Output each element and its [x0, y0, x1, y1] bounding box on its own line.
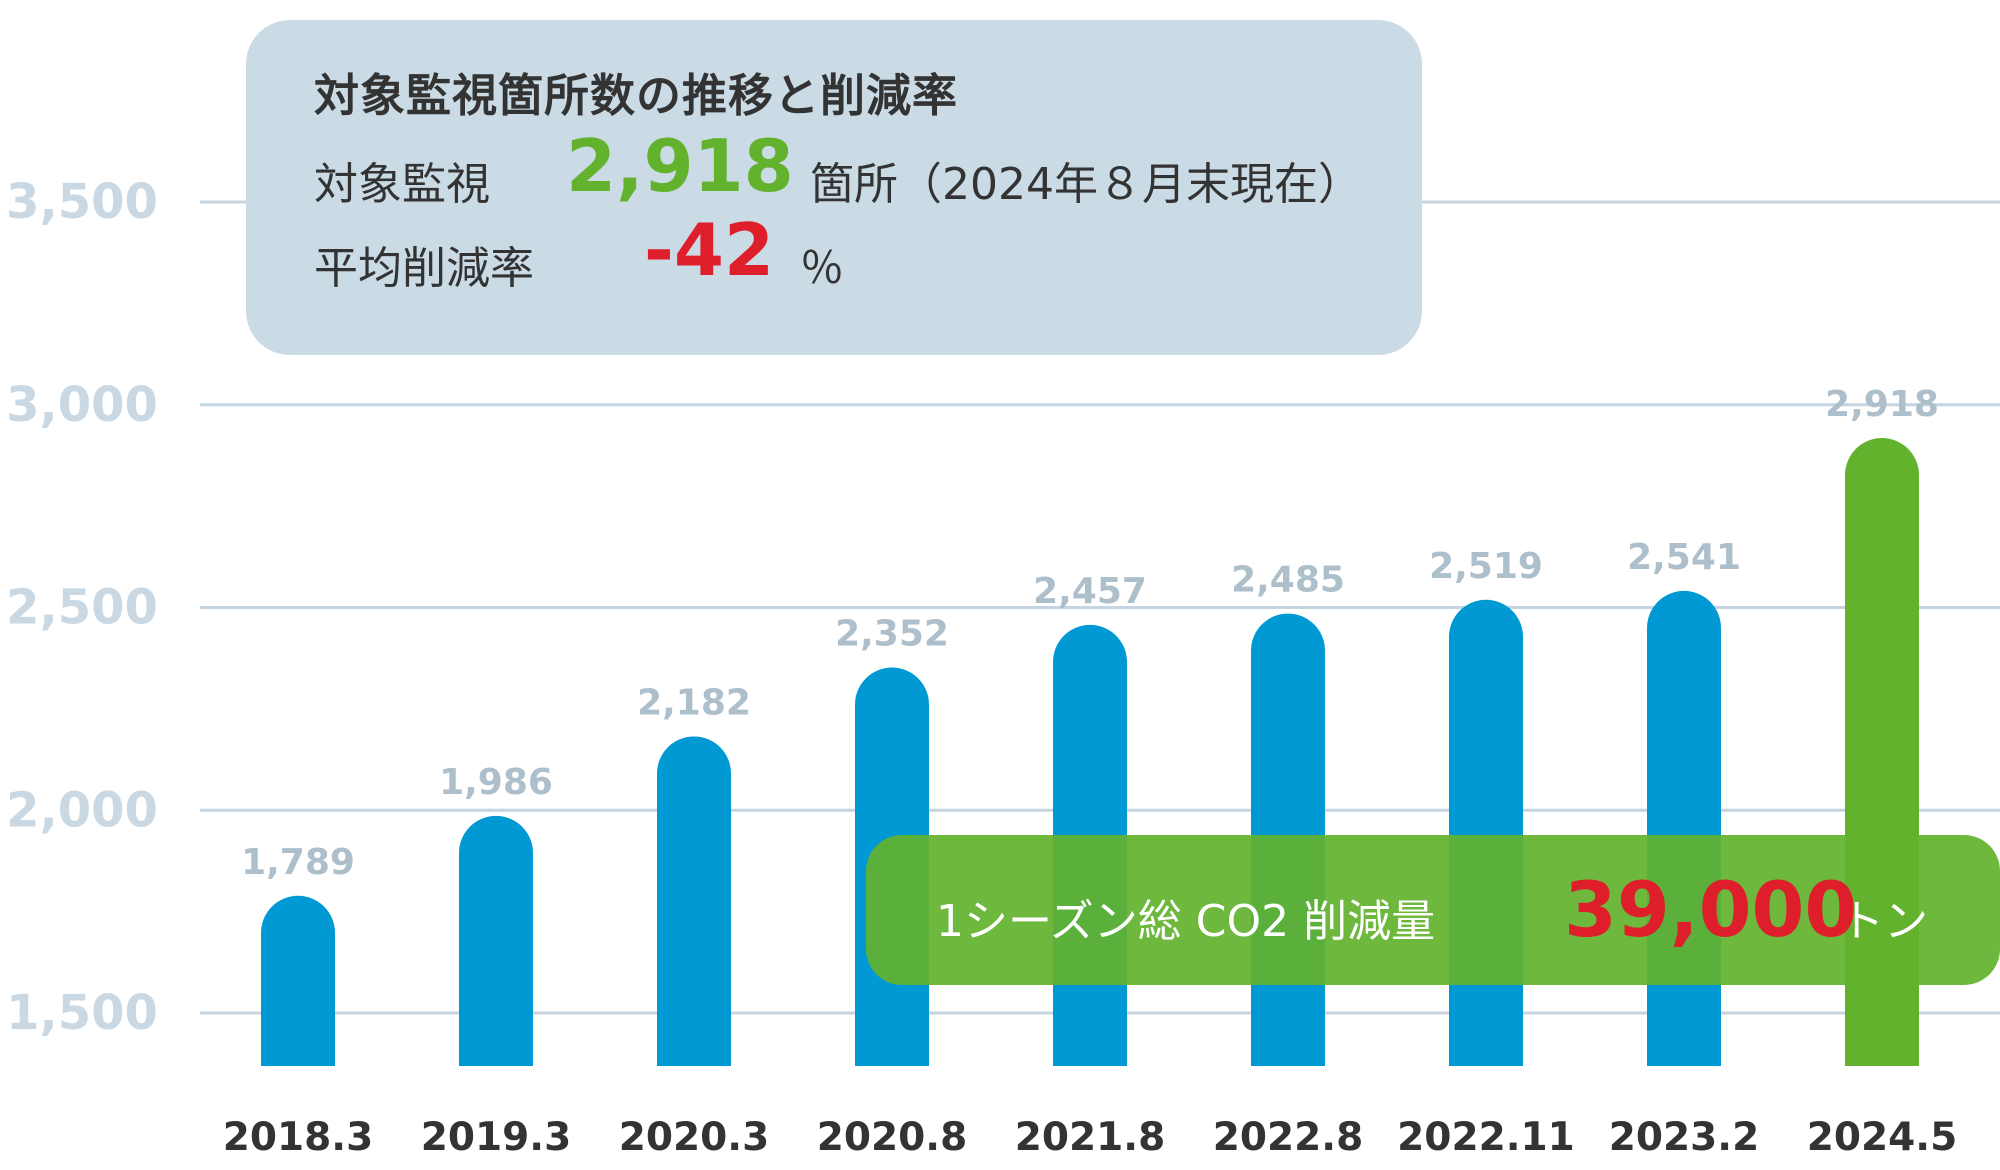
y-tick-label: 2,500	[6, 580, 158, 636]
value-labels: 1,789 1,986 2,182 2,352 2,457 2,485 2,519 2,541…	[241, 384, 1939, 883]
bar-2023.2	[1647, 590, 1721, 1066]
bar-2018.3	[261, 895, 335, 1066]
monitor-unit: 箇所（2024年８月末現在）	[810, 159, 1362, 210]
y-tick-label: 1,500	[6, 985, 158, 1041]
x-tick-label: 2023.2	[1609, 1115, 1760, 1160]
value-label: 2,352	[835, 614, 949, 655]
y-tick-label: 3,500	[6, 174, 158, 230]
value-label: 1,986	[439, 762, 553, 803]
value-label: 2,182	[637, 682, 751, 723]
bar-2020.3	[657, 736, 732, 1066]
y-tick-label: 3,000	[6, 377, 158, 433]
x-tick-label: 2022.11	[1397, 1115, 1575, 1160]
monitor-label: 対象監視	[314, 159, 490, 210]
co2-label: 1シーズン総 CO2 削減量	[936, 896, 1436, 947]
value-label: 2,457	[1033, 571, 1147, 612]
monitor-value: 2,918	[566, 124, 794, 208]
bar-2019.3	[459, 815, 533, 1066]
co2-value: 39,000	[1564, 865, 1858, 954]
reduction-unit: ％	[800, 243, 844, 294]
value-label: 2,918	[1825, 384, 1939, 425]
summary-panel: 対象監視箇所数の推移と削減率 対象監視 2,918 箇所（2024年８月末現在）…	[246, 20, 1422, 355]
x-tick-label: 2020.8	[817, 1115, 968, 1160]
x-tick-label: 2020.3	[619, 1115, 770, 1160]
value-label: 2,519	[1429, 546, 1543, 587]
summary-title: 対象監視箇所数の推移と削減率	[314, 69, 959, 122]
x-tick-label: 2021.8	[1015, 1115, 1166, 1160]
x-axis-ticks: 2018.3 2019.3 2020.3 2020.8 2021.8 2022.8 2022…	[223, 1115, 1958, 1160]
co2-reduction-banner: 1シーズン総 CO2 削減量 39,000 トン	[866, 835, 2000, 985]
reduction-value: -42	[644, 208, 775, 292]
y-tick-label: 2,000	[6, 782, 158, 838]
x-tick-label: 2019.3	[421, 1115, 572, 1160]
x-tick-label: 2024.5	[1807, 1115, 1958, 1160]
x-tick-label: 2018.3	[223, 1115, 374, 1160]
monitor-row: 対象監視 2,918 箇所（2024年８月末現在）	[314, 124, 1422, 210]
value-label: 2,541	[1627, 537, 1741, 578]
value-label: 2,485	[1231, 560, 1345, 601]
reduction-label: 平均削減率	[314, 243, 534, 294]
co2-unit: トン	[1840, 896, 1928, 947]
x-tick-label: 2022.8	[1213, 1115, 1364, 1160]
reduction-row: 平均削減率 -42 ％	[314, 208, 1422, 294]
y-axis-ticks: 1,500 2,000 2,500 3,000 3,500	[6, 174, 158, 1041]
value-label: 1,789	[241, 842, 355, 883]
bar-2022.11	[1449, 599, 1523, 1066]
